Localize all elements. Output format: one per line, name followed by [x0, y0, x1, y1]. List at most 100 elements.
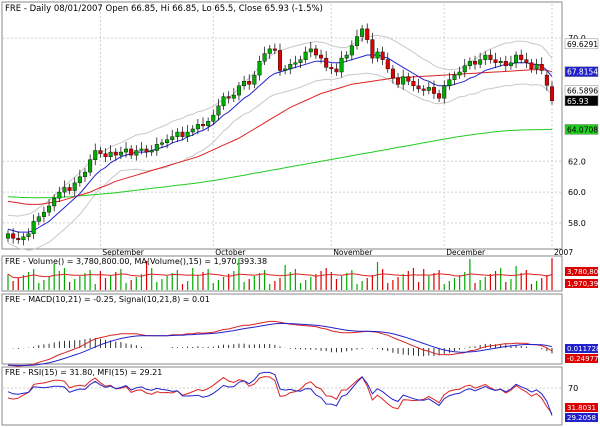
- price-label: 69.6291: [567, 40, 598, 49]
- candle: [303, 46, 308, 64]
- candle: [88, 154, 93, 176]
- candle: [149, 145, 154, 156]
- price-panel: 58.060.062.070.0 SeptemberOctoberNovembe…: [1, 1, 599, 257]
- candle: [252, 71, 257, 89]
- candle: [442, 80, 447, 104]
- ma-200-line: [7, 128, 552, 199]
- candle: [344, 51, 349, 62]
- candle: [313, 45, 318, 59]
- candle: [539, 57, 544, 75]
- candle: [257, 55, 262, 81]
- candle: [365, 23, 370, 44]
- candle: [360, 25, 365, 42]
- candle: [385, 52, 390, 73]
- candle: [21, 232, 26, 246]
- y-tick-label: 60.0: [568, 188, 586, 197]
- rsi-chart-title: FRE - RSI(15) = 31.80, MFI(15) = 29.21: [5, 368, 162, 377]
- candle: [170, 129, 175, 144]
- candle: [467, 57, 472, 70]
- candle: [483, 51, 488, 66]
- volume-chart-title: FRE - Volume() = 3,780,800.00, MA(Volume…: [5, 257, 267, 266]
- rsi-value-label: 31.8031: [567, 404, 596, 412]
- candle: [529, 58, 534, 73]
- candle: [272, 43, 277, 55]
- candle: [334, 63, 339, 76]
- candle: [498, 57, 503, 67]
- x-tick-label: October: [215, 248, 246, 257]
- macd-value-label: -0.24977: [567, 355, 598, 363]
- candle: [11, 228, 16, 244]
- candle: [370, 32, 375, 64]
- candle: [437, 89, 442, 103]
- candle: [247, 74, 252, 90]
- y-tick-label: 58.0: [568, 219, 586, 228]
- candle: [26, 228, 31, 241]
- candle: [124, 142, 129, 158]
- price-label-box: [564, 66, 599, 77]
- candle: [41, 206, 46, 223]
- x-tick-label: September: [102, 248, 144, 257]
- candle: [113, 148, 118, 161]
- candle: [129, 145, 134, 159]
- candle: [159, 138, 164, 149]
- price-label: 67.8154: [567, 68, 598, 77]
- candle: [508, 55, 513, 70]
- candle: [108, 145, 113, 161]
- candle: [401, 69, 406, 90]
- price-label-box: [564, 95, 599, 107]
- y-tick-label: 62.0: [568, 157, 586, 166]
- volume-panel: FRE - Volume() = 3,780,800.00, MA(Volume…: [1, 255, 600, 292]
- price-chart-title: FRE - Daily 08/01/2007 Open 66.85, Hi 66…: [5, 4, 323, 14]
- candle: [93, 143, 98, 166]
- signal-value-label: 0.011728: [567, 345, 600, 353]
- candle: [452, 71, 457, 86]
- price-label-box: [564, 124, 599, 135]
- candle: [211, 109, 216, 126]
- candle: [298, 55, 303, 69]
- candle: [77, 169, 82, 187]
- rsi-y-tick-70: 70: [568, 384, 578, 393]
- candle: [354, 29, 359, 50]
- macd-line: [7, 320, 553, 367]
- candle: [267, 45, 272, 59]
- signal-line: [7, 323, 553, 366]
- candle: [206, 117, 211, 132]
- candle: [550, 81, 555, 105]
- candle: [180, 126, 185, 141]
- candle: [72, 177, 77, 196]
- candle: [426, 81, 431, 95]
- candle: [175, 128, 180, 143]
- candle: [473, 55, 478, 70]
- lower-band-line: [7, 72, 553, 251]
- volume-value-label: 3,780,800: [567, 268, 600, 276]
- candle: [231, 88, 236, 103]
- candle: [103, 148, 108, 163]
- candle: [165, 134, 170, 149]
- mfi-value-label: 29.2058: [567, 414, 596, 422]
- candle: [242, 75, 247, 90]
- candle: [349, 40, 354, 61]
- candle: [293, 55, 298, 69]
- volume-ma-value-label: 1,970,393: [567, 280, 600, 288]
- candle: [36, 212, 41, 226]
- candle: [406, 72, 411, 86]
- candle: [67, 183, 72, 195]
- candle: [236, 81, 241, 101]
- mfi-line: [7, 371, 553, 416]
- candle: [216, 98, 221, 121]
- candle: [144, 145, 149, 158]
- x-tick-label: December: [446, 248, 486, 257]
- rsi-line: [7, 375, 553, 414]
- price-label: 65.93: [567, 97, 589, 106]
- candle: [319, 49, 324, 64]
- candle: [98, 146, 103, 158]
- candle: [154, 137, 159, 156]
- candle: [226, 91, 231, 104]
- macd-chart-title: FRE - MACD(10,21) = -0.25, Signal(10,21,…: [5, 295, 210, 304]
- candle: [195, 118, 200, 135]
- candle: [52, 194, 57, 212]
- candle: [431, 80, 436, 99]
- candle: [5, 229, 10, 243]
- candle: [421, 85, 426, 96]
